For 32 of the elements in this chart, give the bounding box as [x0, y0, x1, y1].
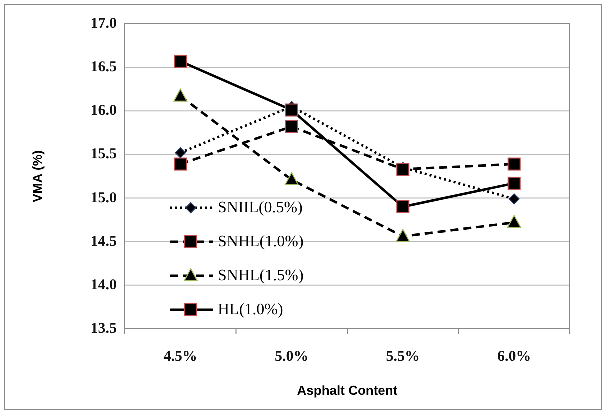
- y-tick-label: 15.0: [90, 190, 117, 206]
- y-tick-label: 15.5: [90, 146, 117, 163]
- y-tick-label: 13.5: [90, 321, 117, 337]
- y-tick-label: 16.0: [90, 103, 117, 120]
- point: [174, 88, 188, 102]
- x-tick-label: 5.0%: [275, 349, 309, 365]
- point: [175, 147, 186, 158]
- legend-label: HL(1.0%): [218, 302, 284, 318]
- y-tick-label: 16.5: [90, 60, 117, 76]
- y-axis-title: VMA (%): [30, 150, 45, 203]
- y-tick-label: 17.0: [90, 16, 117, 32]
- y-tick-label: 14.5: [90, 234, 117, 250]
- point: [396, 229, 410, 242]
- y-tick-label: 14.0: [90, 277, 117, 294]
- point: [508, 194, 520, 205]
- legend-label: SNHL(1.5%): [218, 268, 304, 284]
- x-tick-label: 6.0%: [498, 349, 532, 365]
- point: [285, 120, 298, 134]
- point: [284, 172, 299, 186]
- legend-label: SNHL(1.0%): [218, 234, 304, 250]
- point: [508, 176, 521, 190]
- legend-label: SNIIL(0.5%): [218, 200, 303, 216]
- x-tick-label: 5.5%: [386, 349, 420, 365]
- point: [285, 104, 298, 117]
- point: [396, 163, 410, 176]
- x-axis-title: Asphalt Content: [297, 383, 398, 398]
- point: [508, 158, 521, 171]
- point: [507, 215, 522, 228]
- x-tick-label: 4.5%: [164, 349, 198, 365]
- point: [174, 158, 188, 171]
- point: [174, 54, 188, 68]
- point: [396, 200, 410, 214]
